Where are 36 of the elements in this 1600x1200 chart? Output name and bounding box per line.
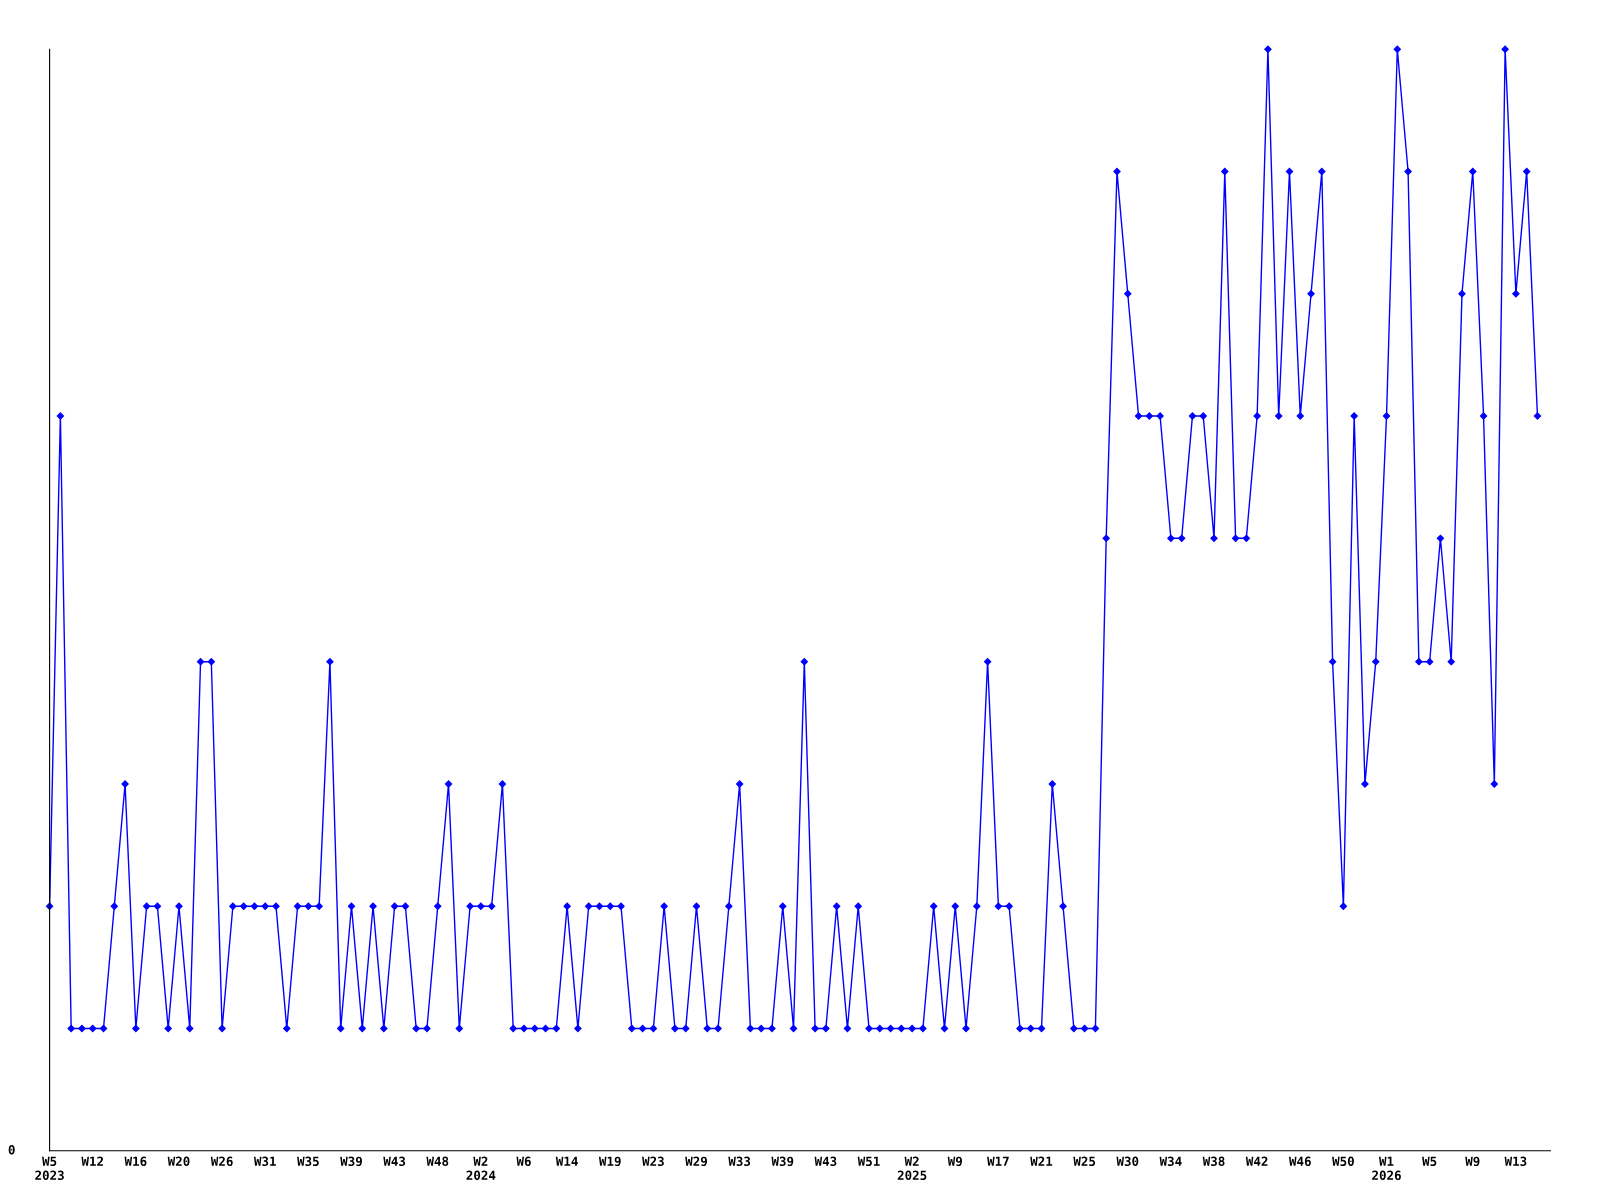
x-tick-label: W21 bbox=[1030, 1156, 1053, 1166]
x-tick-label: W9 bbox=[947, 1156, 962, 1167]
x-tick-label: W33 bbox=[728, 1156, 751, 1167]
x-tick-label: W38 bbox=[1202, 1156, 1225, 1167]
x-tick-label: W13 bbox=[1504, 1156, 1527, 1167]
x-tick-label: W17 bbox=[987, 1156, 1009, 1166]
x-tick-label: W12 bbox=[81, 1156, 103, 1166]
x-tick-label: W29 bbox=[685, 1156, 707, 1167]
x-tick-label: W16 bbox=[124, 1156, 147, 1167]
x-tick-label: W43 bbox=[383, 1156, 406, 1167]
x-tick-label: W20 bbox=[167, 1156, 190, 1167]
x-tick-label: W14 bbox=[555, 1156, 578, 1166]
x-tick-label: W6 bbox=[516, 1156, 531, 1167]
x-tick-label: W30 bbox=[1116, 1156, 1139, 1167]
x-tick-label: W19 bbox=[598, 1156, 621, 1167]
x-tick-label: W31 bbox=[253, 1156, 276, 1167]
x-tick-label: W46 bbox=[1288, 1156, 1311, 1167]
x-tick-label: W43 bbox=[814, 1156, 837, 1167]
x-tick-label: W34 bbox=[1159, 1156, 1182, 1167]
x-tick-label: W1 2026 bbox=[1372, 1156, 1401, 1181]
x-tick-label: W2 2024 bbox=[466, 1156, 496, 1181]
x-tick-label: W50 bbox=[1332, 1156, 1354, 1167]
x-tick-label: W26 bbox=[210, 1156, 233, 1167]
x-tick-label: W23 bbox=[642, 1156, 664, 1167]
x-tick-label: W5 bbox=[1422, 1156, 1437, 1167]
x-tick-label: W39 bbox=[340, 1156, 362, 1167]
x-tick-label: W39 bbox=[771, 1156, 794, 1167]
x-tick-label: W9 bbox=[1465, 1156, 1480, 1167]
x-tick-label: W42 bbox=[1245, 1156, 1268, 1166]
x-tick-label: W48 bbox=[426, 1156, 449, 1167]
x-tick-label: W2 2025 bbox=[897, 1156, 927, 1181]
text: 0 bbox=[8, 1144, 15, 1155]
x-tick-label: W51 bbox=[857, 1156, 880, 1167]
x-tick-label: W25 bbox=[1073, 1156, 1096, 1167]
x-tick-label: W35 bbox=[297, 1156, 319, 1167]
x-tick-label: W5 2023 bbox=[35, 1156, 64, 1181]
